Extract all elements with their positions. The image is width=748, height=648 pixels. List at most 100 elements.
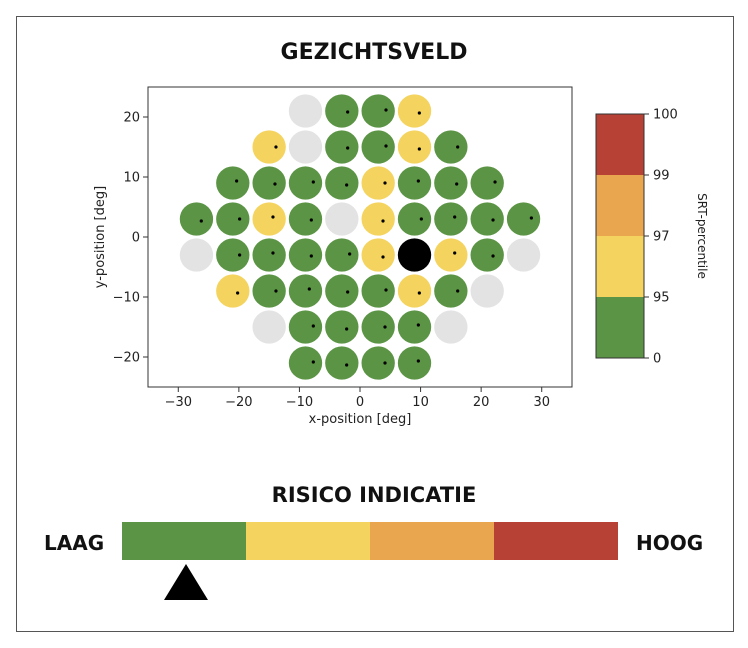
- fixation-dot: [384, 108, 388, 112]
- data-point: [361, 166, 395, 200]
- data-point: [434, 166, 468, 200]
- risk-segment-orange: [370, 522, 494, 560]
- data-point: [361, 310, 395, 344]
- data-point: [397, 166, 432, 200]
- data-point: [397, 238, 432, 272]
- data-point: [434, 202, 468, 236]
- data-point: [325, 94, 359, 128]
- data-point: [470, 202, 504, 236]
- data-point: [397, 130, 432, 164]
- x-tick-label: −20: [225, 395, 252, 410]
- data-point: [361, 94, 395, 128]
- fixation-dot: [238, 217, 242, 221]
- fixation-dot: [383, 181, 387, 185]
- x-axis-label: x-position [deg]: [309, 412, 412, 427]
- fixation-dot: [346, 146, 350, 150]
- colorbar-band-yellow: [596, 236, 644, 297]
- fixation-dot: [311, 324, 315, 328]
- data-point: [288, 346, 323, 380]
- data-point: [397, 202, 432, 236]
- risk-segment-yellow: [246, 522, 370, 560]
- data-point: [470, 274, 504, 308]
- risk-low-label: LAAG: [44, 531, 105, 555]
- fixation-dot: [381, 255, 385, 259]
- fixation-dot: [345, 363, 349, 367]
- data-point: [470, 166, 504, 200]
- fixation-dot: [309, 254, 313, 258]
- data-point: [288, 166, 323, 200]
- fixation-dot: [456, 145, 460, 149]
- fixation-dot: [345, 327, 349, 331]
- fixation-dot: [453, 251, 457, 255]
- x-tick-label: 30: [533, 395, 550, 410]
- data-point: [288, 238, 323, 272]
- fixation-dot: [309, 218, 313, 222]
- data-point: [288, 310, 323, 344]
- fixation-dot: [491, 254, 495, 258]
- data-point: [434, 238, 468, 272]
- risk-title: RISICO INDICATIE: [271, 483, 477, 507]
- risk-high-label: HOOG: [636, 531, 704, 555]
- y-tick-label: −10: [113, 291, 140, 306]
- fixation-dot: [417, 147, 421, 151]
- data-point: [216, 202, 250, 236]
- fixation-dot: [419, 217, 423, 221]
- chart-title: GEZICHTSVELD: [280, 40, 468, 65]
- data-point: [252, 166, 286, 200]
- fixation-dot: [455, 182, 459, 186]
- fixation-dot: [456, 289, 460, 293]
- risk-segment-green: [122, 522, 246, 560]
- data-point: [506, 202, 541, 236]
- data-point: [397, 310, 432, 344]
- colorbar-tick-label: 0: [653, 352, 661, 367]
- fixation-dot: [235, 179, 239, 183]
- x-tick-label: 0: [356, 395, 364, 410]
- risk-bar: [122, 522, 618, 560]
- data-point: [179, 202, 214, 236]
- data-point: [325, 166, 359, 200]
- fixation-dot: [346, 290, 350, 294]
- fixation-dot: [383, 325, 387, 329]
- data-point: [434, 130, 468, 164]
- data-point: [361, 130, 395, 164]
- fixation-dot: [236, 291, 240, 295]
- fixation-dot: [417, 111, 421, 115]
- risk-pointer-icon: [164, 564, 209, 600]
- fixation-dot: [273, 182, 277, 186]
- fixation-dot: [384, 144, 388, 148]
- fixation-dot: [491, 218, 495, 222]
- fixation-dot: [346, 110, 350, 114]
- data-point: [179, 238, 214, 272]
- fixation-dot: [381, 219, 385, 223]
- risk-segment-red: [494, 522, 618, 560]
- x-tick-label: −10: [286, 395, 313, 410]
- fixation-dot: [311, 180, 315, 184]
- data-point: [506, 238, 541, 272]
- fixation-dot: [271, 251, 275, 255]
- data-point: [216, 238, 250, 272]
- data-point: [252, 274, 286, 308]
- colorbar-label: SRT-percentile: [695, 193, 709, 279]
- data-point: [325, 130, 359, 164]
- colorbar-band-orange: [596, 175, 644, 236]
- x-tick-label: 20: [473, 395, 490, 410]
- data-point: [397, 346, 432, 380]
- data-point: [434, 274, 468, 308]
- colorbar-tick-label: 97: [653, 230, 670, 245]
- y-tick-label: 20: [123, 111, 140, 126]
- data-point: [361, 202, 395, 236]
- fixation-dot: [271, 215, 275, 219]
- fixation-dot: [417, 291, 421, 295]
- fixation-dot: [348, 252, 352, 256]
- data-point: [325, 346, 359, 380]
- data-point: [325, 310, 359, 344]
- y-axis-label: y-position [deg]: [93, 186, 108, 288]
- y-tick-label: 10: [123, 171, 140, 186]
- colorbar-tick-label: 99: [653, 169, 670, 184]
- data-point: [288, 94, 323, 128]
- x-tick-label: −30: [165, 395, 192, 410]
- fixation-dot: [274, 145, 278, 149]
- fixation-dot: [416, 179, 420, 183]
- data-point: [434, 310, 468, 344]
- data-point: [252, 202, 286, 236]
